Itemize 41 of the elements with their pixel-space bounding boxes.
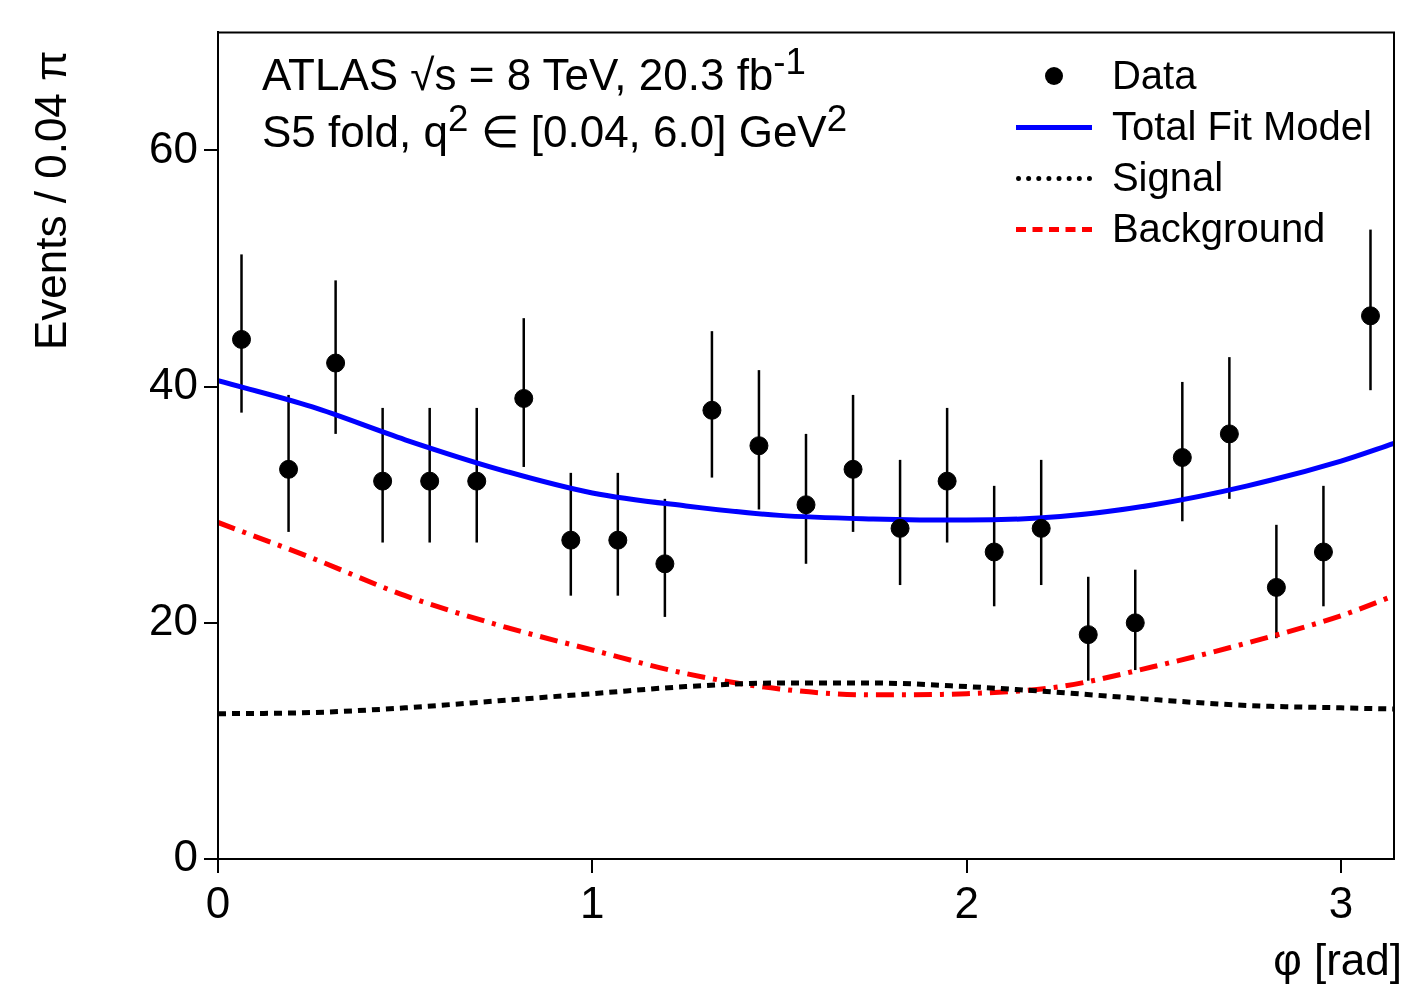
x-axis-title: φ [rad] bbox=[1273, 935, 1402, 985]
point bbox=[561, 530, 581, 550]
x-tick-label: 2 bbox=[954, 877, 979, 927]
point bbox=[1360, 306, 1380, 326]
point bbox=[937, 471, 957, 491]
point bbox=[890, 518, 910, 538]
annotation: ATLAS √s = 8 TeV, 20.3 fb$^{-1}$ bbox=[262, 40, 806, 101]
point bbox=[514, 388, 534, 408]
point bbox=[608, 530, 628, 550]
point bbox=[843, 459, 863, 479]
point bbox=[420, 471, 440, 491]
legend-label: Background bbox=[1111, 206, 1326, 251]
point bbox=[1125, 613, 1145, 633]
annotation: S5 fold, q$^{2}$ ∈ [0.04, 6.0] GeV$^{2}$ bbox=[262, 98, 848, 156]
point bbox=[1219, 424, 1239, 444]
point bbox=[232, 329, 252, 349]
x-tick-label: 3 bbox=[1328, 877, 1354, 927]
x-tick-label: 0 bbox=[205, 877, 231, 927]
y-tick-label: 20 bbox=[149, 594, 198, 644]
y-axis-title: Events / 0.04 π bbox=[26, 50, 76, 350]
legend-label: Data bbox=[1111, 53, 1197, 98]
y-tick-label: 0 bbox=[173, 831, 198, 881]
point bbox=[467, 471, 487, 491]
point bbox=[326, 353, 346, 373]
x-tick-label: 1 bbox=[580, 877, 605, 927]
point bbox=[373, 471, 393, 491]
point bbox=[1313, 542, 1333, 562]
point bbox=[279, 459, 299, 479]
point bbox=[796, 495, 816, 515]
point bbox=[702, 400, 722, 420]
point bbox=[655, 554, 675, 574]
y-tick-label: 40 bbox=[149, 358, 198, 408]
point bbox=[1266, 577, 1286, 597]
legend-label: Total Fit Model bbox=[1111, 104, 1372, 149]
y-tick-label: 60 bbox=[149, 122, 198, 172]
point bbox=[984, 542, 1004, 562]
point bbox=[1078, 625, 1098, 645]
legend-label: Signal bbox=[1111, 155, 1224, 200]
point bbox=[1031, 518, 1051, 538]
point bbox=[1172, 448, 1192, 468]
point bbox=[749, 436, 769, 456]
